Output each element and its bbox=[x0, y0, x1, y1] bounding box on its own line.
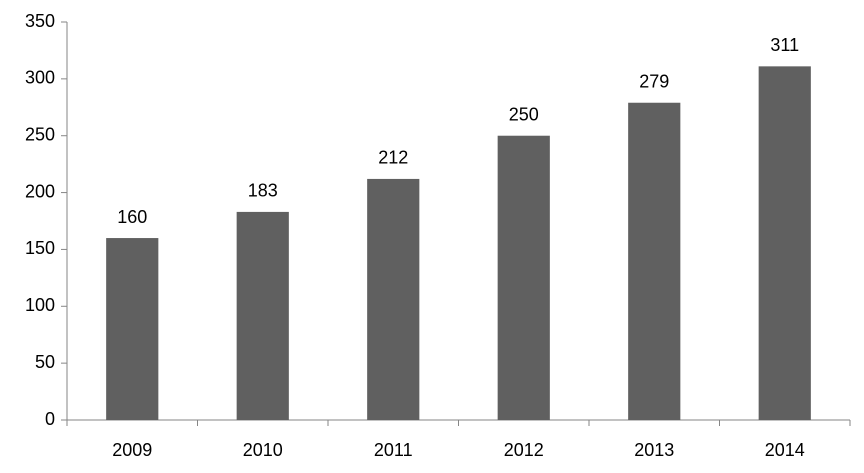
bar bbox=[628, 102, 681, 420]
x-tick-label: 2010 bbox=[243, 440, 283, 460]
y-tick-label: 200 bbox=[25, 181, 55, 201]
bar bbox=[758, 66, 811, 420]
x-tick-label: 2013 bbox=[634, 440, 674, 460]
x-tick-label: 2009 bbox=[112, 440, 152, 460]
data-label: 279 bbox=[639, 71, 669, 91]
y-tick-label: 250 bbox=[25, 124, 55, 144]
y-tick-label: 50 bbox=[35, 352, 55, 372]
data-label: 250 bbox=[509, 104, 539, 124]
data-label: 212 bbox=[378, 148, 408, 168]
y-tick-label: 0 bbox=[45, 409, 55, 429]
bar bbox=[106, 238, 159, 420]
data-label: 183 bbox=[248, 181, 278, 201]
data-label: 311 bbox=[770, 35, 799, 55]
y-tick-label: 300 bbox=[25, 68, 55, 88]
bar bbox=[497, 135, 550, 420]
bar bbox=[236, 211, 289, 420]
bar bbox=[367, 178, 420, 420]
y-tick-label: 150 bbox=[25, 238, 55, 258]
x-tick-label: 2011 bbox=[374, 440, 413, 460]
x-tick-label: 2014 bbox=[765, 440, 805, 460]
data-label: 160 bbox=[117, 207, 147, 227]
y-tick-label: 350 bbox=[25, 11, 55, 31]
x-tick-label: 2012 bbox=[504, 440, 544, 460]
y-tick-label: 100 bbox=[25, 295, 55, 315]
